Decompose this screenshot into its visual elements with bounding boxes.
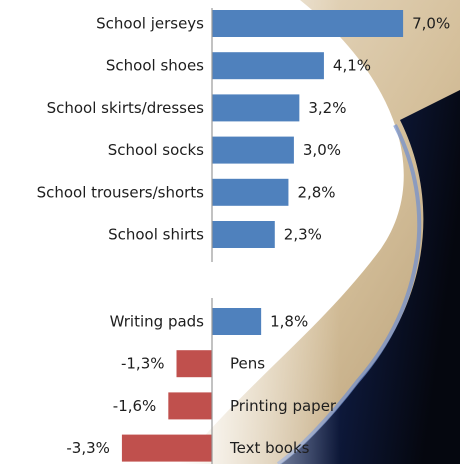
value-label: 7,0% xyxy=(412,15,450,33)
value-label: 2,3% xyxy=(284,226,322,244)
value-label: 3,0% xyxy=(303,141,341,159)
category-label: School skirts/dresses xyxy=(47,99,205,117)
bar-2-1 xyxy=(212,308,262,335)
bar-2-3 xyxy=(168,392,212,420)
value-label: -1,6% xyxy=(113,397,157,415)
bar-1-6 xyxy=(212,221,275,248)
value-label: 1,8% xyxy=(270,313,308,331)
bar-1-4 xyxy=(212,136,294,164)
bar-2-4 xyxy=(121,434,212,462)
category-label: School shirts xyxy=(108,226,204,244)
category-label: Pens xyxy=(230,355,265,373)
value-label: -3,3% xyxy=(66,439,110,457)
value-label: 4,1% xyxy=(333,57,371,75)
category-label: School shoes xyxy=(106,57,204,75)
category-label: Printing paper xyxy=(230,397,337,415)
category-label: School jerseys xyxy=(96,15,204,33)
category-label: Writing pads xyxy=(110,313,205,331)
category-label: School trousers/shorts xyxy=(37,183,205,201)
bar-1-5 xyxy=(212,178,289,206)
chart-group-1: School jerseys 7,0% School shoes 4,1% School… xyxy=(37,8,450,262)
chart-group-2: Writing pads 1,8% Pens -1,3% Printing paper -… xyxy=(66,298,337,464)
category-label: Text books xyxy=(229,439,310,457)
value-label: 2,8% xyxy=(297,183,335,201)
bar-1-1 xyxy=(212,10,404,37)
value-label: -1,3% xyxy=(121,355,165,373)
value-label: 3,2% xyxy=(308,99,346,117)
bar-1-2 xyxy=(212,52,324,80)
category-label: School socks xyxy=(108,141,204,159)
bar-2-2 xyxy=(176,350,212,378)
bar-1-3 xyxy=(212,94,300,122)
